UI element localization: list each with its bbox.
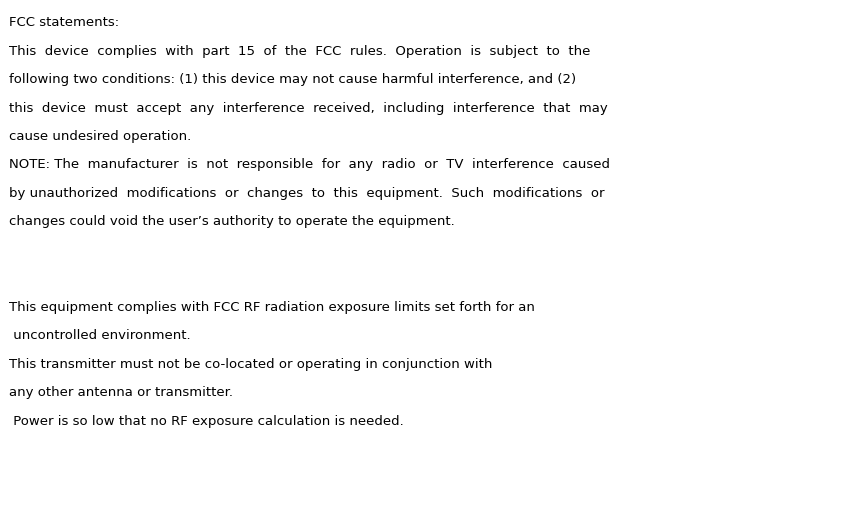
Text: This equipment complies with FCC RF radiation exposure limits set forth for an: This equipment complies with FCC RF radi… — [9, 301, 535, 314]
Text: This transmitter must not be co-located or operating in conjunction with: This transmitter must not be co-located … — [9, 358, 492, 371]
Text: This  device  complies  with  part  15  of  the  FCC  rules.  Operation  is  sub: This device complies with part 15 of the… — [9, 45, 590, 58]
Text: NOTE: The  manufacturer  is  not  responsible  for  any  radio  or  TV  interfer: NOTE: The manufacturer is not responsibl… — [9, 158, 610, 172]
Text: FCC statements:: FCC statements: — [9, 16, 119, 29]
Text: by unauthorized  modifications  or  changes  to  this  equipment.  Such  modific: by unauthorized modifications or changes… — [9, 187, 604, 200]
Text: changes could void the user’s authority to operate the equipment.: changes could void the user’s authority … — [9, 215, 454, 229]
Text: this  device  must  accept  any  interference  received,  including  interferenc: this device must accept any interference… — [9, 102, 607, 115]
Text: Power is so low that no RF exposure calculation is needed.: Power is so low that no RF exposure calc… — [9, 415, 403, 428]
Text: following two conditions: (1) this device may not cause harmful interference, an: following two conditions: (1) this devic… — [9, 73, 576, 86]
Text: any other antenna or transmitter.: any other antenna or transmitter. — [9, 386, 233, 399]
Text: cause undesired operation.: cause undesired operation. — [9, 130, 191, 143]
Text: uncontrolled environment.: uncontrolled environment. — [9, 329, 190, 342]
